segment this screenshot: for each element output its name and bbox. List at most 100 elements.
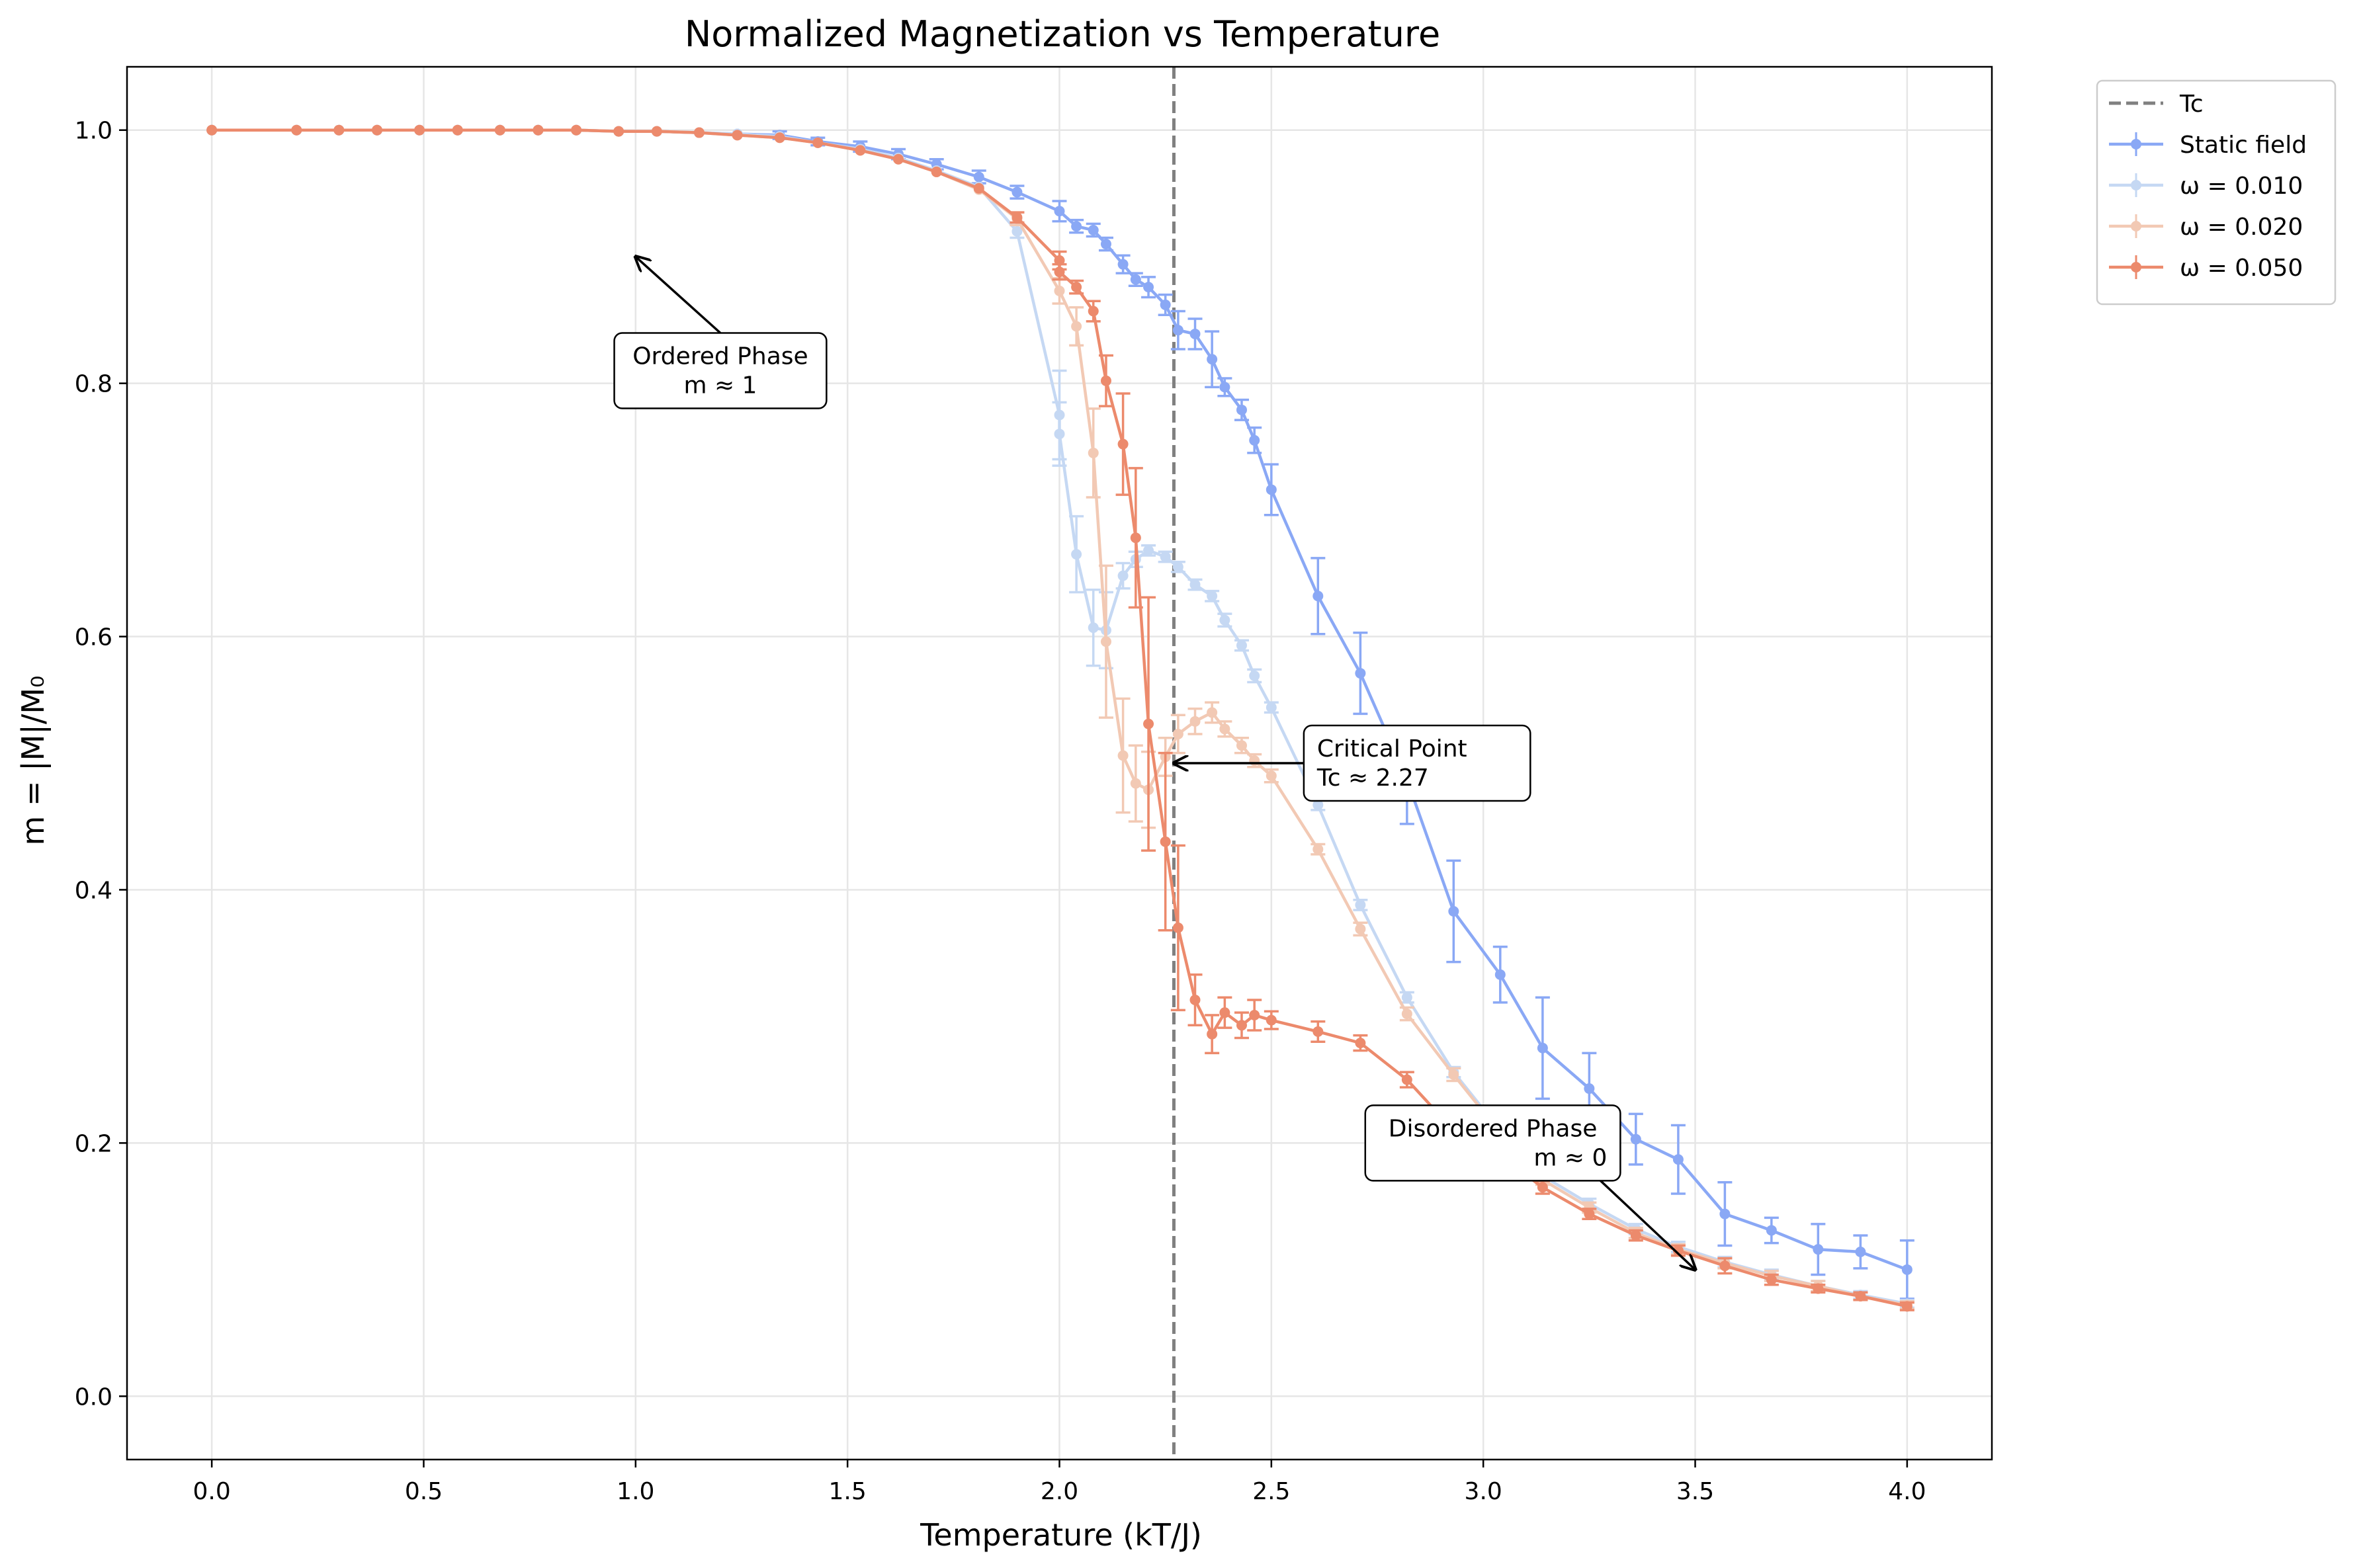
data-point — [1401, 1074, 1412, 1085]
chart-title: Normalized Magnetization vs Temperature — [685, 13, 1440, 55]
data-point — [1011, 212, 1023, 223]
legend-swatch-marker — [2131, 262, 2141, 272]
data-point — [613, 126, 624, 137]
data-point — [1207, 354, 1218, 365]
annotation-arrow — [1600, 1180, 1695, 1269]
data-point — [812, 137, 824, 148]
data-point — [1630, 1134, 1641, 1145]
annotation-text: Critical Point — [1317, 735, 1467, 763]
data-point — [1537, 1042, 1548, 1053]
legend-label: ω = 0.050 — [2180, 255, 2303, 282]
annotation-text: Disordered Phase — [1389, 1115, 1598, 1142]
data-point — [1813, 1283, 1824, 1294]
data-point — [1312, 591, 1324, 602]
data-point — [1207, 1028, 1218, 1040]
legend-item-2: ω = 0.010 — [2109, 173, 2303, 200]
data-point — [1160, 551, 1171, 562]
data-point — [1143, 718, 1154, 729]
data-point — [1266, 770, 1277, 782]
data-point — [1719, 1260, 1731, 1272]
data-point — [893, 153, 904, 165]
legend-item-1: Static field — [2109, 132, 2307, 159]
data-point — [1249, 434, 1260, 446]
data-point — [1011, 186, 1023, 198]
data-point — [1189, 716, 1201, 727]
data-point — [1537, 1182, 1548, 1193]
data-point — [1189, 328, 1201, 339]
data-point — [1088, 224, 1099, 235]
data-point — [1448, 906, 1459, 917]
data-point — [1088, 447, 1099, 458]
data-point — [1189, 995, 1201, 1006]
data-point — [855, 145, 866, 156]
legend-label: Static field — [2180, 132, 2307, 159]
data-point — [1117, 750, 1129, 761]
y-tick-label: 0.0 — [75, 1383, 112, 1411]
data-point — [1766, 1225, 1777, 1236]
data-point — [206, 124, 218, 136]
legend-item-0: Tc — [2109, 91, 2204, 118]
data-point — [1401, 1009, 1412, 1020]
data-point — [1355, 923, 1366, 934]
data-point — [693, 127, 705, 138]
data-point — [1143, 545, 1154, 556]
x-tick-label: 2.5 — [1252, 1478, 1290, 1505]
data-point — [973, 183, 984, 194]
data-point — [1160, 836, 1171, 847]
data-point — [1855, 1247, 1866, 1258]
data-point — [1401, 992, 1412, 1003]
data-point — [931, 166, 942, 177]
data-point — [1355, 1038, 1366, 1049]
data-point — [1071, 549, 1082, 560]
data-point — [1172, 728, 1183, 739]
annotation-text: Tc ≈ 2.27 — [1316, 764, 1429, 792]
data-point — [1249, 670, 1260, 681]
data-point — [1088, 622, 1099, 634]
annotation-text: m ≈ 0 — [1533, 1144, 1607, 1171]
data-point — [1172, 325, 1183, 336]
legend-item-3: ω = 0.020 — [2109, 214, 2303, 241]
data-point — [1011, 226, 1023, 237]
data-point — [973, 171, 984, 183]
annotation-box — [1364, 1104, 1621, 1182]
data-point — [1054, 267, 1065, 278]
data-point — [1855, 1291, 1866, 1302]
data-point — [1071, 282, 1082, 293]
data-point — [1494, 969, 1506, 980]
data-point — [414, 124, 425, 136]
annotation-box — [613, 332, 828, 409]
legend-label: Tc — [2179, 91, 2204, 118]
data-point — [1207, 707, 1218, 718]
data-point — [1130, 778, 1141, 789]
data-point — [1584, 1208, 1595, 1219]
legend-swatch-marker — [2131, 180, 2141, 190]
data-point — [1117, 570, 1129, 581]
data-point — [1766, 1274, 1777, 1286]
data-point — [1312, 1026, 1324, 1037]
legend-label: ω = 0.010 — [2180, 173, 2303, 200]
data-point — [1143, 282, 1154, 293]
x-tick-label: 2.0 — [1041, 1478, 1078, 1505]
data-point — [1088, 306, 1099, 317]
data-point — [1172, 561, 1183, 573]
x-tick-label: 1.0 — [617, 1478, 654, 1505]
data-point — [1189, 579, 1201, 591]
data-point — [1813, 1244, 1824, 1255]
data-point — [1266, 1014, 1277, 1026]
data-point — [1117, 438, 1129, 450]
data-point — [1630, 1230, 1641, 1241]
data-point — [1054, 285, 1065, 296]
data-point — [1266, 702, 1277, 713]
legend-label: ω = 0.020 — [2180, 214, 2303, 241]
y-tick-label: 0.2 — [75, 1130, 112, 1157]
legend-swatch-marker — [2131, 139, 2141, 149]
data-point — [494, 124, 505, 136]
data-point — [1100, 636, 1111, 647]
data-point — [291, 124, 302, 136]
axis-ticks: 0.0 0.5 1.0 1.5 2.0 2.5 3.0 3.5 4.0 0.0 0.2 0.4 0.6 0… — [75, 118, 1926, 1505]
annotation-box — [1303, 724, 1531, 802]
